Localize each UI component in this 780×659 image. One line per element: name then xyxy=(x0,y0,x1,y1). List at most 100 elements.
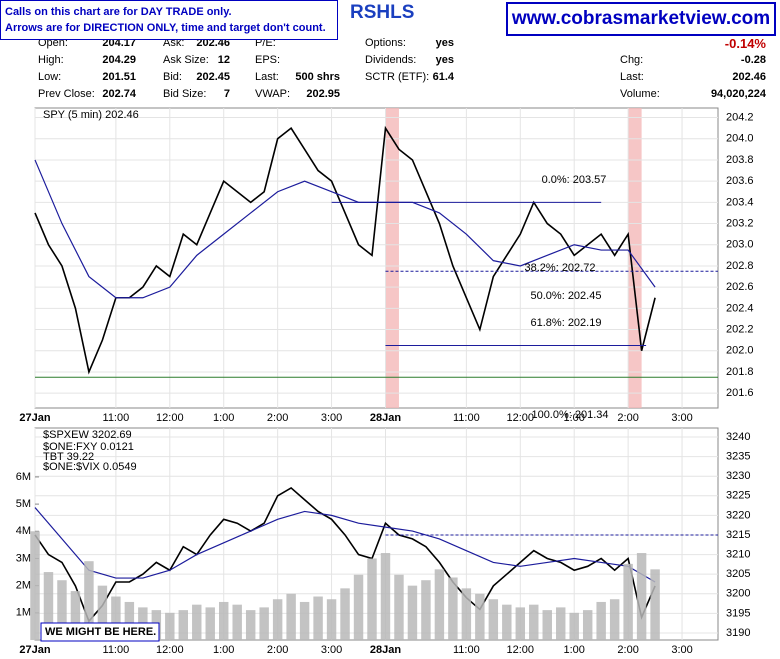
quote-value: 7 xyxy=(223,88,230,100)
y-tick-label: 2M xyxy=(16,580,31,592)
y-tick-label: 3225 xyxy=(726,490,750,502)
x-tick-label: 3:00 xyxy=(321,644,342,656)
quote-value: 204.29 xyxy=(102,54,136,66)
y-tick-label: 1M xyxy=(16,607,31,619)
quote-label: Open: xyxy=(38,37,68,49)
x-tick-label: 1:00 xyxy=(563,412,584,424)
y-tick-label: 3200 xyxy=(726,588,750,600)
panel-title: $SPXEW 3202.69 xyxy=(43,429,132,441)
volume-bar xyxy=(286,593,296,640)
y-tick-label: 202.6 xyxy=(726,281,754,293)
quote-value: yes xyxy=(435,54,454,66)
volume-bar xyxy=(596,601,606,640)
quote-value: 202.74 xyxy=(102,88,136,100)
legend-entry: $ONE:$VIX 0.0549 xyxy=(43,461,137,473)
quote-label: High: xyxy=(38,54,64,66)
x-tick-label: 12:00 xyxy=(507,412,535,424)
quote-label: Dividends: xyxy=(365,54,417,66)
y-tick-label: 3205 xyxy=(726,568,750,580)
quote-value: 202.46 xyxy=(732,71,766,83)
volume-bar xyxy=(272,599,283,640)
volume-bar xyxy=(326,599,337,640)
quote-table: Open: 204.17 High: 204.29 Low: 201.51 Prev Clo… xyxy=(0,0,780,100)
y-tick-label: 202.8 xyxy=(726,260,754,272)
x-tick-label: 1:00 xyxy=(213,412,234,424)
y-tick-label: 201.6 xyxy=(726,387,754,399)
y-tick-label: 204.0 xyxy=(726,133,754,145)
annotation: 100.0%: 201.34 xyxy=(531,409,608,421)
quote-value: 202.45 xyxy=(196,71,230,83)
y-tick-label: 203.4 xyxy=(726,196,754,208)
quote-value: -0.28 xyxy=(740,54,766,66)
quote-value: 204.17 xyxy=(102,37,136,49)
annotation: WE MIGHT BE HERE. xyxy=(45,626,156,638)
x-tick-label: 2:00 xyxy=(267,412,288,424)
y-tick-label: 3220 xyxy=(726,509,750,521)
price-line xyxy=(34,125,656,375)
x-tick-label: 1:00 xyxy=(563,644,584,656)
quote-label: Low: xyxy=(38,71,62,83)
x-tick-label: 11:00 xyxy=(453,644,480,656)
y-tick-label: 3215 xyxy=(726,529,750,541)
panel-title: SPY (5 min) 202.46 xyxy=(43,109,139,121)
y-tick-label: 3240 xyxy=(726,431,750,443)
y-tick-label: 3230 xyxy=(726,470,750,482)
x-tick-label: 12:00 xyxy=(156,412,184,424)
annotation: 38.2%: 202.72 xyxy=(525,262,596,274)
volume-bar xyxy=(609,599,620,640)
x-tick-label: 2:00 xyxy=(267,644,288,656)
quote-label: Ask: xyxy=(163,37,185,49)
x-tick-label: 11:00 xyxy=(103,644,130,656)
quote-label: Last: xyxy=(255,71,279,83)
price-line xyxy=(34,486,656,623)
y-tick-label: 4M xyxy=(16,525,31,537)
quote-label: Bid: xyxy=(163,71,182,83)
quote-label: Options: xyxy=(365,37,406,49)
annotation: 0.0%: 203.57 xyxy=(542,174,607,186)
quote-label: Chg: xyxy=(620,54,644,66)
quote-value: 12 xyxy=(217,54,230,66)
moving-average xyxy=(34,159,656,299)
y-tick-label: 5M xyxy=(16,498,31,510)
volume-bar xyxy=(205,607,215,640)
x-tick-label: 11:00 xyxy=(103,412,130,424)
quote-value: 94,020,224 xyxy=(710,88,766,100)
moving-average xyxy=(34,507,656,583)
volume-bar xyxy=(461,588,472,640)
x-tick-label: 2:00 xyxy=(617,644,638,656)
volume-bar xyxy=(367,558,377,640)
volume-bar xyxy=(488,599,499,640)
highlight xyxy=(385,108,399,408)
quote-value: 61.4 xyxy=(432,71,454,83)
y-tick-label: 3195 xyxy=(726,607,750,619)
volume-bar xyxy=(70,591,81,640)
y-tick-label: 6M xyxy=(16,471,31,483)
volume-bar xyxy=(569,612,579,640)
volume-bar xyxy=(30,531,40,640)
annotation: 61.8%: 202.19 xyxy=(531,317,602,329)
y-tick-label: 202.2 xyxy=(726,323,754,335)
legend-entry: TBT 39.22 xyxy=(43,451,94,463)
volume-bar xyxy=(111,596,121,640)
volume-bar xyxy=(542,610,552,640)
note: Arrows are for DIRECTION ONLY, time and … xyxy=(5,22,326,34)
quote-label: Prev Close: xyxy=(38,88,95,100)
volume-bar xyxy=(192,604,202,640)
volume-bar xyxy=(299,601,310,640)
volume-bar xyxy=(178,610,189,640)
volume-bar xyxy=(650,569,660,640)
volume-bar xyxy=(124,601,135,640)
quote-label: Bid Size: xyxy=(163,88,207,100)
volume-bar xyxy=(380,553,391,640)
y-tick-label: 203.2 xyxy=(726,217,754,229)
volume-bar xyxy=(475,593,485,640)
volume-bar xyxy=(353,574,364,640)
x-tick-label: 3:00 xyxy=(671,412,692,424)
volume-bar xyxy=(448,577,458,640)
volume-bar xyxy=(97,585,108,640)
volume-bar xyxy=(313,596,323,640)
x-tick-label: 12:00 xyxy=(156,644,184,656)
website: www.cobrasmarketview.com xyxy=(506,2,776,36)
